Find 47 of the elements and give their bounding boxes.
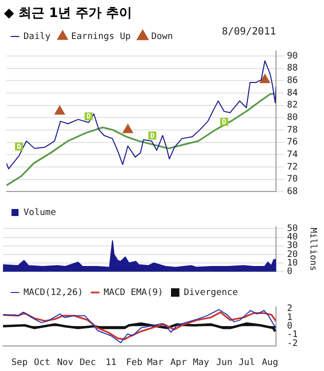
x-tick-label: Oct (34, 358, 50, 368)
y-tick-label: 82 (287, 100, 298, 111)
y-tick-label: 2 (287, 304, 292, 314)
legend-label: Daily (24, 32, 52, 42)
y-tick-label: -2 (287, 338, 298, 349)
legend-label: MACD EMA(9) (104, 288, 164, 298)
y-tick-label: 20 (287, 250, 298, 260)
y-tick-label: 72 (287, 162, 298, 172)
legend-label: Divergence (184, 288, 238, 298)
y-tick-label: 86 (287, 76, 298, 86)
x-tick-label: May (192, 358, 210, 368)
text: 8/09/2011 (222, 26, 276, 38)
x-tick-label: Feb (126, 358, 142, 368)
legend-label: Down (151, 32, 173, 42)
x-tick-label: Aug (262, 358, 278, 368)
legend-label: Volume (24, 208, 56, 218)
y-tick-label: 74 (287, 150, 298, 160)
legend-label: MACD(12,26) (24, 288, 84, 298)
chart-title: ◆ 최근 1년 주가 추이 (3, 5, 134, 23)
y-tick-label: 68 (287, 186, 298, 197)
y-tick-label: 10 (287, 258, 298, 268)
point (55, 106, 64, 115)
y-tick-label: 30 (287, 241, 298, 252)
x-tick-label: Apr (170, 358, 188, 368)
y-tick-label: 76 (287, 138, 298, 148)
legend-label: Earnings Up (71, 32, 131, 42)
point (123, 124, 133, 134)
x-tick-label: Jun (216, 358, 232, 368)
y-tick-label: 88 (287, 64, 298, 74)
y-tick-label: 0 (287, 266, 292, 277)
point (260, 74, 270, 84)
y-tick-label: 1 (287, 312, 292, 323)
y-tick-label: 78 (287, 125, 298, 136)
y-axis-title: Millions (307, 228, 318, 271)
y-tick-label: -1 (287, 330, 298, 340)
x-tick-label: 11 (106, 358, 116, 368)
x-tick-label: Mar (147, 358, 164, 368)
y-tick-label: 84 (287, 88, 298, 98)
y-tick-label: 90 (287, 51, 298, 62)
y-tick-label: 50 (287, 224, 298, 234)
y-tick-label: 0 (287, 322, 292, 332)
y-tick-label: 70 (287, 174, 298, 185)
x-tick-label: Dec (80, 358, 96, 368)
y-tick-label: 80 (287, 112, 298, 123)
x-tick-label: Sep (11, 358, 28, 368)
x-tick-label: Jul (238, 358, 255, 368)
x-tick-label: Nov (57, 358, 74, 368)
